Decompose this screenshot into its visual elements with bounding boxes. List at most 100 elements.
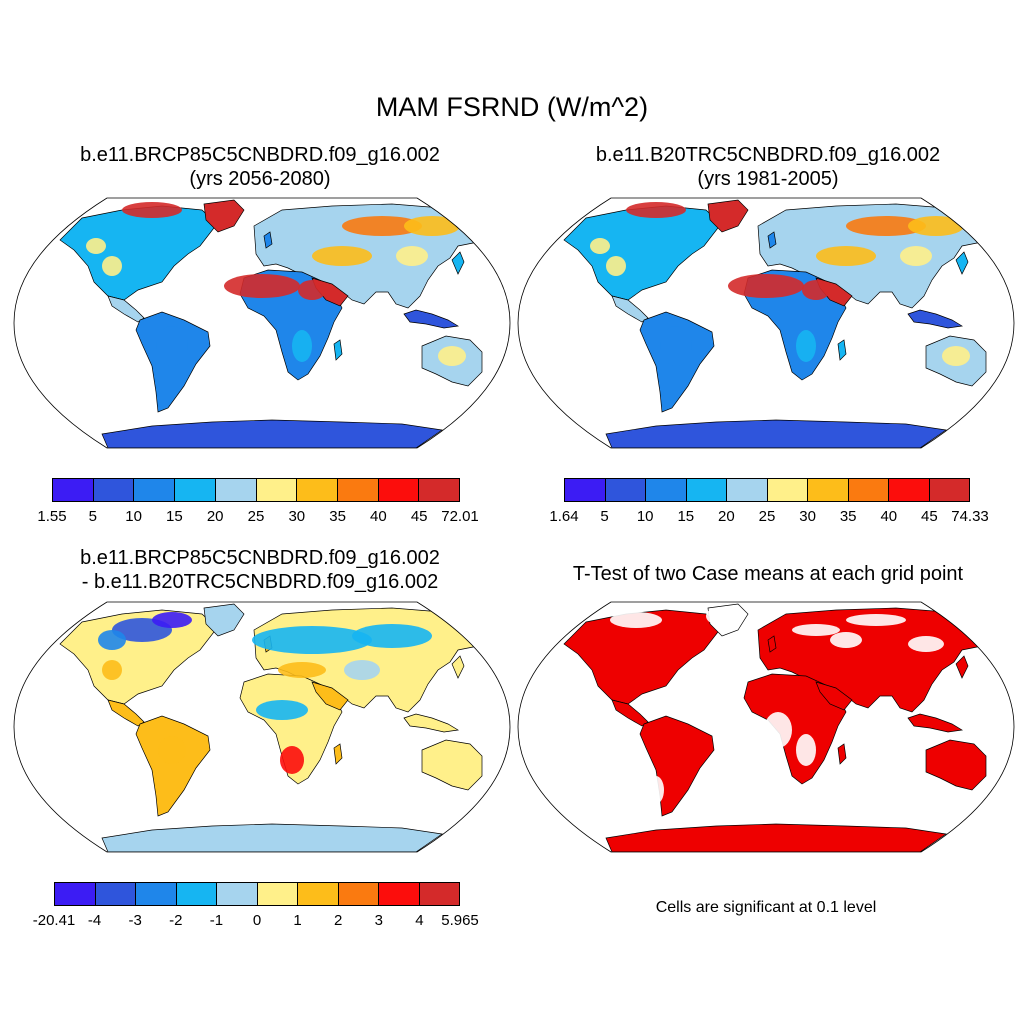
field-patch <box>252 626 372 654</box>
field-patch <box>610 612 662 628</box>
landmass-greenland <box>203 199 245 233</box>
landmass-southAmerica <box>135 715 211 817</box>
colorbar-box <box>646 479 687 501</box>
colorbar-box <box>929 479 969 501</box>
panel3-map <box>13 601 511 853</box>
field-patch <box>908 216 964 236</box>
field-patch <box>796 734 816 766</box>
colorbar-label: 45 <box>921 508 938 525</box>
landmass-japan <box>451 251 465 275</box>
panel2-colorbar <box>564 478 970 502</box>
panel2-colorbar-labels: 1.64 5 10 15 20 25 30 35 40 45 74.33 <box>549 508 988 526</box>
colorbar-label: 3 <box>374 912 383 929</box>
landmass-australia <box>925 739 987 791</box>
landmass-indonesia <box>403 713 460 733</box>
colorbar-box <box>55 883 96 905</box>
landmass-newzealand <box>995 379 1005 401</box>
colorbar-label: 40 <box>880 508 898 525</box>
field-patch <box>764 712 792 748</box>
panel3-title-line2: - b.e11.B20TRC5CNBDRD.f09_g16.002 <box>81 571 439 593</box>
colorbar-box <box>134 479 176 501</box>
colorbar-label: 45 <box>410 508 428 525</box>
field-patch <box>900 246 932 266</box>
colorbar-label: -2 <box>169 912 183 929</box>
field-patch <box>846 216 926 236</box>
landmass-antarctica <box>605 419 947 448</box>
colorbar-box <box>605 479 646 501</box>
landmass-northAmerica <box>59 609 218 705</box>
colorbar-label: -1 <box>209 912 224 929</box>
field-patch <box>98 630 126 650</box>
field-patch <box>158 736 186 764</box>
landmass-madagascar <box>333 339 343 361</box>
colorbar-box <box>175 479 216 501</box>
colorbar-label: 5 <box>88 508 97 525</box>
colorbar-label: 0 <box>252 912 262 929</box>
colorbar-label: 15 <box>166 508 183 525</box>
field-patch <box>278 662 326 678</box>
field-patch <box>352 624 432 648</box>
colorbar-label: 1.55 <box>37 508 67 525</box>
landmass-arabia <box>311 681 349 711</box>
colorbar-box <box>257 883 298 905</box>
panel2-title-line1: b.e11.B20TRC5CNBDRD.f09_g16.002 <box>595 144 941 166</box>
landmass-antarctica <box>605 823 947 852</box>
landmass-newzealand <box>491 379 501 401</box>
colorbar-box <box>53 479 94 501</box>
colorbar-label: 40 <box>370 508 387 525</box>
map-outline <box>13 197 511 449</box>
colorbar-label: -3 <box>128 912 142 929</box>
colorbar-box <box>176 883 217 905</box>
landmass-arabia <box>815 681 853 711</box>
field-patch <box>292 330 312 362</box>
figure-title: MAM FSRND (W/m^2) <box>375 92 649 122</box>
colorbar-box <box>217 883 258 905</box>
panel3-colorbar-labels: -20.41 -4 -3 -2 -1 0 1 2 3 4 5.965 <box>33 912 479 930</box>
landmass-northAmerica <box>563 609 722 705</box>
field-patch <box>102 256 122 276</box>
field-patch <box>606 256 626 276</box>
field-patch <box>846 614 906 626</box>
colorbar-label: 15 <box>677 508 695 525</box>
colorbar-label: -4 <box>87 912 102 929</box>
field-patch <box>102 660 122 680</box>
panel3-title: b.e11.BRCP85C5CNBDRD.f09_g16.002 - b.e11… <box>10 546 510 594</box>
panel2-map <box>517 197 1015 449</box>
colorbar-label: 5 <box>600 508 609 525</box>
panel2-title: b.e11.B20TRC5CNBDRD.f09_g16.002 (yrs 198… <box>518 143 1018 191</box>
landmass-japan <box>451 655 465 679</box>
colorbar-label: 1 <box>293 912 302 929</box>
field-patch <box>648 776 664 804</box>
panel2-title-line2: (yrs 1981-2005) <box>697 168 839 190</box>
colorbar-label: 72.01 <box>441 508 479 525</box>
field-patch <box>396 246 428 266</box>
map-outline <box>13 601 511 853</box>
colorbar-label: 20 <box>206 508 224 525</box>
field-patch <box>256 700 308 720</box>
colorbar-box <box>889 479 930 501</box>
panel1-title-line1: b.e11.BRCP85C5CNBDRD.f09_g16.002 <box>80 144 440 166</box>
colorbar-box <box>419 883 459 905</box>
colorbar-label: 10 <box>636 508 654 525</box>
field-patch <box>344 660 380 680</box>
landmass-indonesia <box>403 309 460 329</box>
landmass-uk <box>767 635 777 653</box>
colorbar-label: -20.41 <box>32 912 76 929</box>
landmass-madagascar <box>837 339 847 361</box>
field-patch <box>152 612 192 628</box>
field-patch <box>298 280 326 300</box>
colorbar-label: 25 <box>247 508 265 525</box>
colorbar-box <box>379 883 420 905</box>
panel1-title: b.e11.BRCP85C5CNBDRD.f09_g16.002 (yrs 20… <box>10 143 510 191</box>
colorbar-label: 2 <box>334 912 343 929</box>
landmass-newzealand <box>491 783 501 805</box>
landmass-madagascar <box>837 743 847 765</box>
field-patch <box>156 326 188 366</box>
colorbar-box <box>95 883 136 905</box>
field-patch <box>280 746 304 774</box>
landmass-southAmerica <box>639 715 715 817</box>
colorbar-box <box>767 479 808 501</box>
colorbar-label: 35 <box>329 508 346 525</box>
colorbar-box <box>93 479 135 501</box>
panel1-colorbar-labels: 1.55 5 10 15 20 25 30 35 40 45 72.01 <box>37 508 478 526</box>
